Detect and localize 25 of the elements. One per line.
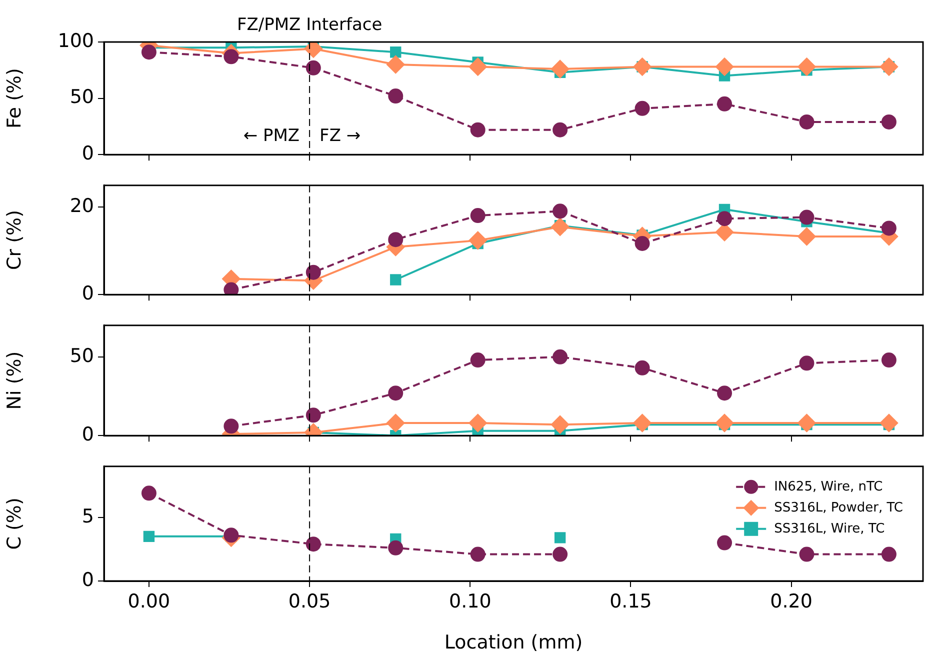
x-tick-label: 0.05 (288, 590, 331, 612)
y-tick-label: 0 (82, 282, 94, 305)
y-tick-label: 20 (70, 195, 94, 218)
x-tick-label: 0.15 (610, 590, 652, 612)
y-axis-title: Cr (%) (3, 210, 26, 270)
y-tick-label: 0 (82, 568, 94, 591)
y-axis-title: C (%) (3, 498, 26, 550)
y-tick-label: 50 (70, 344, 94, 367)
y-tick-label: 100 (58, 30, 94, 52)
y-tick-label: 0 (82, 424, 94, 446)
y-axis-title: Ni (%) (3, 351, 26, 410)
legend-label: SS316L, Wire, TC (774, 521, 885, 536)
y-axis-title: Fe (%) (3, 68, 26, 129)
x-tick-label: 0.00 (128, 590, 170, 612)
legend-label: IN625, Wire, nTC (774, 479, 883, 494)
x-tick-label: 0.10 (448, 590, 492, 612)
x-axis-title: Location (mm) (444, 632, 583, 654)
annotation: FZ → (320, 126, 361, 146)
y-tick-label: 5 (82, 505, 94, 528)
y-tick-label: 50 (70, 86, 94, 108)
legend-label: SS316L, Powder, TC (774, 500, 904, 516)
ref-line-label: FZ/PMZ Interface (236, 14, 382, 35)
x-tick-label: 0.20 (770, 590, 812, 612)
annotation: ← PMZ (243, 126, 300, 146)
y-tick-label: 0 (82, 142, 94, 165)
